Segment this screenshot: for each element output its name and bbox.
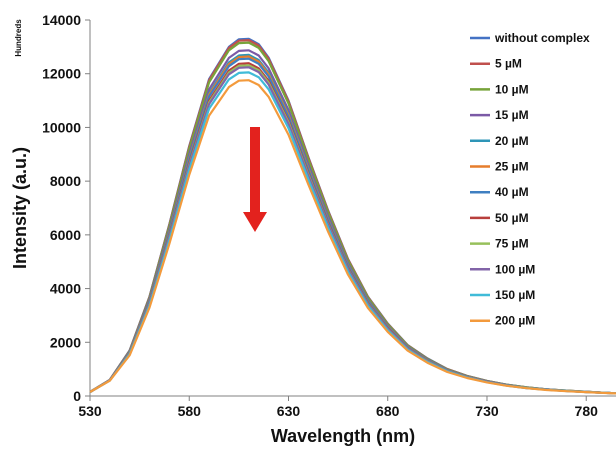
- legend-entry: 15 µM: [495, 108, 529, 122]
- y-tick-label: 8000: [50, 173, 81, 189]
- legend-entry: 25 µM: [495, 160, 529, 174]
- decrease-arrow: [243, 127, 267, 232]
- series-line: [89, 41, 616, 395]
- y-tick-label: 0: [73, 388, 81, 404]
- x-tick-labels: 530 580 630 680 730 780: [78, 403, 598, 419]
- legend-entry: 200 µM: [495, 314, 535, 328]
- legend-entry: 50 µM: [495, 211, 529, 225]
- legend-entry: 20 µM: [495, 134, 529, 148]
- y-tick-label: 6000: [50, 227, 81, 243]
- y-tick-label: 10000: [42, 119, 81, 135]
- x-tick-label: 530: [78, 403, 102, 419]
- arrow-shaft: [250, 127, 260, 213]
- arrow-head: [243, 212, 267, 232]
- x-tick-label: 630: [277, 403, 301, 419]
- series-line: [89, 79, 616, 395]
- y-axis-label: Intensity (a.u.): [10, 147, 30, 269]
- legend: without complex 5 µM 10 µM 15 µM 20 µM 25 µM 4…: [470, 31, 590, 328]
- legend-entry: 75 µM: [495, 237, 529, 251]
- x-tick-label: 730: [475, 403, 499, 419]
- x-axis-label: Wavelength (nm): [271, 426, 415, 446]
- x-tick-label: 780: [575, 403, 599, 419]
- axes: [85, 19, 616, 401]
- legend-entry: 150 µM: [495, 288, 535, 302]
- legend-entry: 100 µM: [495, 262, 535, 276]
- series-line: [89, 39, 616, 395]
- x-tick-label: 680: [376, 403, 400, 419]
- y-tick-label: 4000: [50, 281, 81, 297]
- y-tick-label: 12000: [42, 66, 81, 82]
- series-line: [89, 37, 616, 395]
- legend-entry: without complex: [494, 31, 590, 45]
- series-lines: [89, 37, 616, 395]
- y-units-note: Hundreds: [14, 19, 23, 57]
- legend-entry: 5 µM: [495, 57, 522, 71]
- y-tick-labels: 0 2000 4000 6000 8000 10000 12000 14000: [42, 12, 81, 404]
- legend-entry: 40 µM: [495, 185, 529, 199]
- legend-entry: 10 µM: [495, 82, 529, 96]
- x-tick-label: 580: [178, 403, 202, 419]
- y-tick-label: 14000: [42, 12, 81, 28]
- y-tick-label: 2000: [50, 334, 81, 350]
